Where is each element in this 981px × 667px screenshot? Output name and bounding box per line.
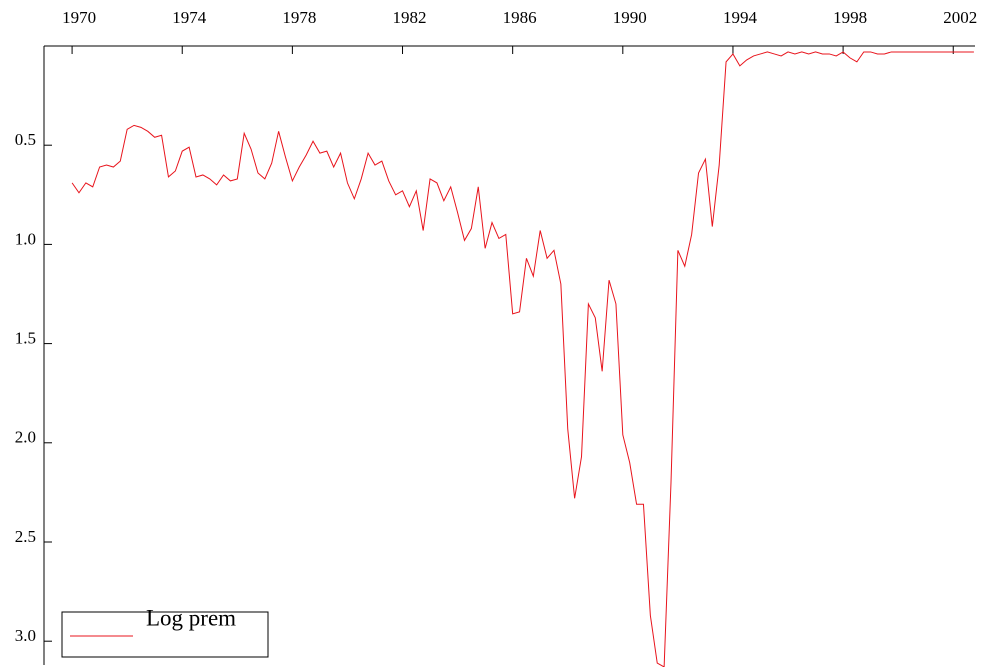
x-tick-label: 1982 bbox=[393, 8, 427, 27]
x-tick-label: 1978 bbox=[282, 8, 316, 27]
x-tick-label: 1990 bbox=[613, 8, 647, 27]
x-tick-label: 1970 bbox=[62, 8, 96, 27]
x-tick-label: 1974 bbox=[172, 8, 207, 27]
x-tick-label: 1986 bbox=[503, 8, 537, 27]
y-tick-label: 0.5 bbox=[15, 130, 36, 149]
y-tick-label: 1.0 bbox=[15, 229, 36, 248]
x-tick-label: 1994 bbox=[723, 8, 758, 27]
y-tick-label: 1.5 bbox=[15, 329, 36, 348]
y-tick-label: 2.5 bbox=[15, 527, 36, 546]
x-tick-label: 1998 bbox=[833, 8, 867, 27]
y-tick-label: 3.0 bbox=[15, 626, 36, 645]
legend-box bbox=[61, 611, 269, 658]
data-line bbox=[71, 51, 974, 667]
legend-label: Log prem bbox=[146, 605, 236, 630]
x-tick-label: 2002 bbox=[943, 8, 977, 27]
y-tick-label: 2.0 bbox=[15, 428, 36, 447]
